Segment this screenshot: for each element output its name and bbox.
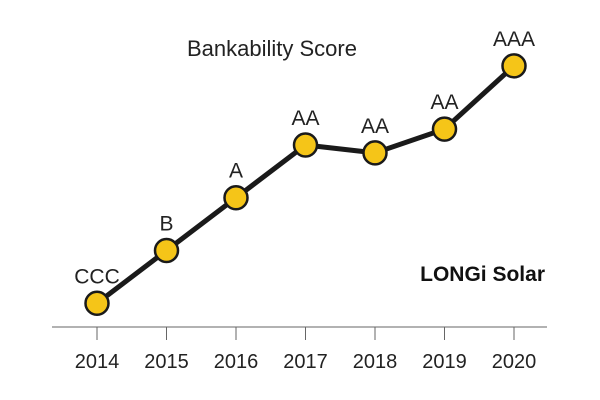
- x-tick-label-2015: 2015: [144, 351, 189, 373]
- brand-annotation: LONGi Solar: [420, 263, 545, 286]
- x-tick-label-2014: 2014: [75, 351, 120, 373]
- x-tick-label-2016: 2016: [214, 351, 259, 373]
- x-tick-label-2019: 2019: [422, 351, 467, 373]
- rating-label-2019: AA: [430, 91, 458, 114]
- data-point-2018: [362, 140, 388, 166]
- rating-label-2020: AAA: [493, 28, 535, 51]
- rating-label-2018: AA: [361, 115, 389, 138]
- rating-label-2017: AA: [291, 107, 319, 130]
- data-point-2015: [153, 237, 180, 264]
- rating-label-2015: B: [159, 212, 173, 235]
- rating-label-2016: A: [229, 160, 243, 183]
- data-point-2020: [501, 53, 527, 79]
- x-tick-label-2017: 2017: [283, 351, 328, 373]
- x-tick-label-2018: 2018: [353, 351, 398, 373]
- data-point-2017: [292, 132, 319, 158]
- x-tick-label-2020: 2020: [492, 351, 537, 373]
- chart-title: Bankability Score: [187, 36, 357, 61]
- data-point-2014: [84, 290, 110, 317]
- rating-label-2014: CCC: [74, 265, 120, 288]
- x-axis-ticks: [96, 327, 515, 340]
- data-points: [84, 53, 527, 317]
- data-point-2016: [223, 184, 249, 211]
- data-point-2019: [431, 116, 458, 142]
- x-axis-tick-labels: 2014 2015 2016 2017 2018 2019 2020: [75, 351, 537, 373]
